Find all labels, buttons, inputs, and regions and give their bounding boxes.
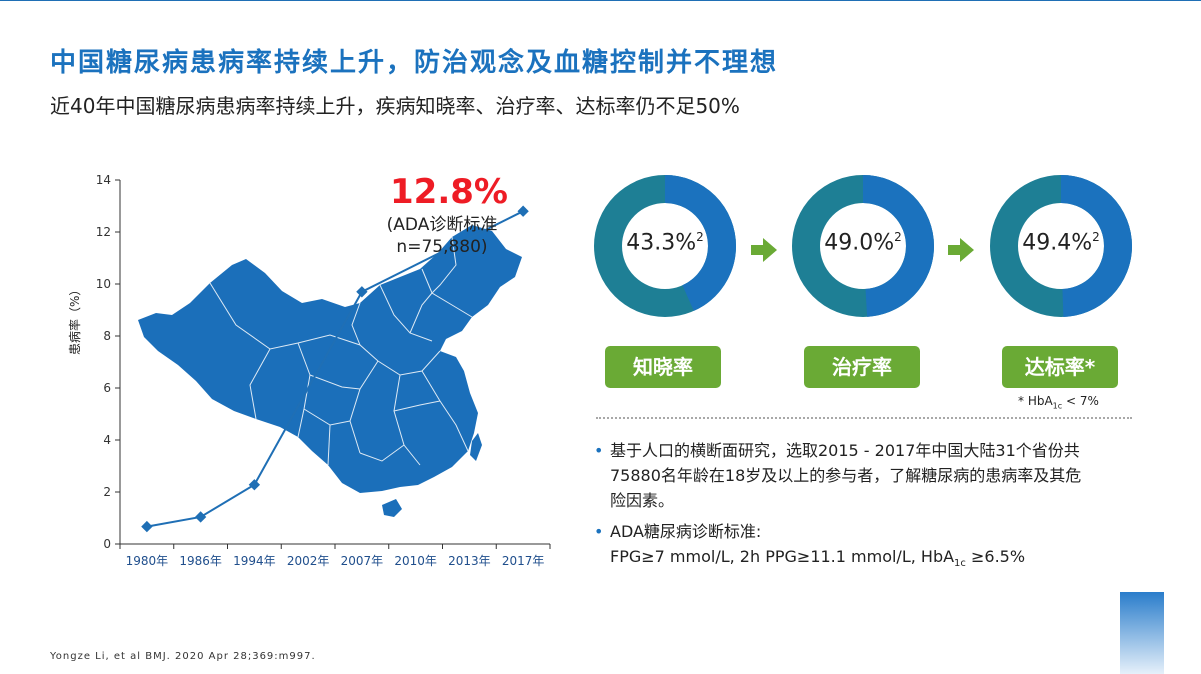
- donut-value-arc: [792, 175, 934, 317]
- bullet-line: FPG≥7 mmol/L, 2h PPG≥11.1 mmol/L, HbA1c …: [610, 547, 1026, 570]
- prevalence-data-point: [248, 479, 261, 491]
- x-tick-label: 1994年: [233, 554, 276, 568]
- y-tick-label: 8: [103, 329, 111, 343]
- control-rate-value: 49.4%2: [1022, 230, 1100, 256]
- x-tick-label: 1986年: [179, 554, 222, 568]
- y-axis-label: 患病率（%）: [68, 283, 82, 355]
- x-tick-label: 1980年: [126, 554, 169, 568]
- y-tick-label: 4: [103, 433, 111, 447]
- arrow-right-icon: [948, 238, 974, 262]
- awareness-donut: 43.3%2: [593, 174, 737, 318]
- x-tick-label: 2013年: [448, 554, 491, 568]
- bullet-study-design: 基于人口的横断面研究，选取2015 - 2017年中国大陆31个省份共 7588…: [594, 438, 1154, 513]
- treatment-rate-value: 49.0%2: [824, 230, 902, 256]
- control-rate-label: 达标率*: [1002, 346, 1118, 388]
- x-tick-label: 2002年: [287, 554, 330, 568]
- control-footnote: * HbA1c < 7%: [1018, 394, 1099, 411]
- china-map: [138, 225, 522, 517]
- corner-decoration: [1120, 592, 1164, 674]
- y-tick-label: 14: [96, 173, 111, 187]
- prevalence-data-point: [141, 520, 153, 533]
- donut-value-arc: [594, 175, 736, 317]
- citation: Yongze Li, et al BMJ. 2020 Apr 28;369:m9…: [50, 651, 316, 662]
- control-donut: 49.4%2: [989, 174, 1133, 318]
- bullet-ada-criteria: ADA糖尿病诊断标准: FPG≥7 mmol/L, 2h PPG≥11.1 mm…: [594, 519, 1154, 576]
- prevalence-chart: 0 2 4 6 8 10 12 14 1980年 1986年 1994年 2002年 2007年 2010…: [96, 173, 551, 568]
- bullet-line: 75880名年龄在18岁及以上的参与者，了解糖尿病的患病率及其危: [610, 466, 1082, 485]
- page-title: 中国糖尿病患病率持续上升，防治观念及血糖控制并不理想: [50, 48, 779, 78]
- y-tick-label: 10: [96, 277, 111, 291]
- note-line-1: (ADA诊断标准: [386, 215, 498, 235]
- latest-prevalence-note: (ADA诊断标准 n=75,880): [382, 214, 502, 258]
- prevalence-data-point: [517, 205, 529, 217]
- bullet-line: ADA糖尿病诊断标准:: [610, 522, 762, 541]
- x-tick-label: 2007年: [341, 554, 384, 568]
- x-tick-label: 2017年: [502, 554, 545, 568]
- y-tick-label: 2: [103, 485, 111, 499]
- latest-prevalence-value: 12.8%: [390, 172, 508, 212]
- bullet-list: 基于人口的横断面研究，选取2015 - 2017年中国大陆31个省份共 7588…: [594, 438, 1154, 582]
- bullet-line: 险因素。: [610, 491, 675, 510]
- dotted-divider: [596, 417, 1132, 419]
- x-tick-label: 2010年: [394, 554, 437, 568]
- y-tick-label: 12: [96, 225, 111, 239]
- donut-value-arc: [990, 175, 1132, 317]
- arrow-right-icon: [751, 238, 777, 262]
- prevalence-data-point: [356, 286, 368, 298]
- note-line-2: n=75,880): [396, 237, 488, 257]
- bullet-line: 基于人口的横断面研究，选取2015 - 2017年中国大陆31个省份共: [610, 441, 1080, 460]
- top-rule: [0, 0, 1201, 1]
- page-subtitle: 近40年中国糖尿病患病率持续上升，疾病知晓率、治疗率、达标率仍不足50%: [50, 94, 740, 118]
- treatment-rate-label: 治疗率: [804, 346, 920, 388]
- treatment-donut: 49.0%2: [791, 174, 935, 318]
- awareness-rate-value: 43.3%2: [626, 230, 704, 256]
- y-tick-label: 6: [103, 381, 111, 395]
- y-tick-label: 0: [103, 537, 111, 551]
- prevalence-data-point: [194, 511, 207, 523]
- awareness-rate-label: 知晓率: [605, 346, 721, 388]
